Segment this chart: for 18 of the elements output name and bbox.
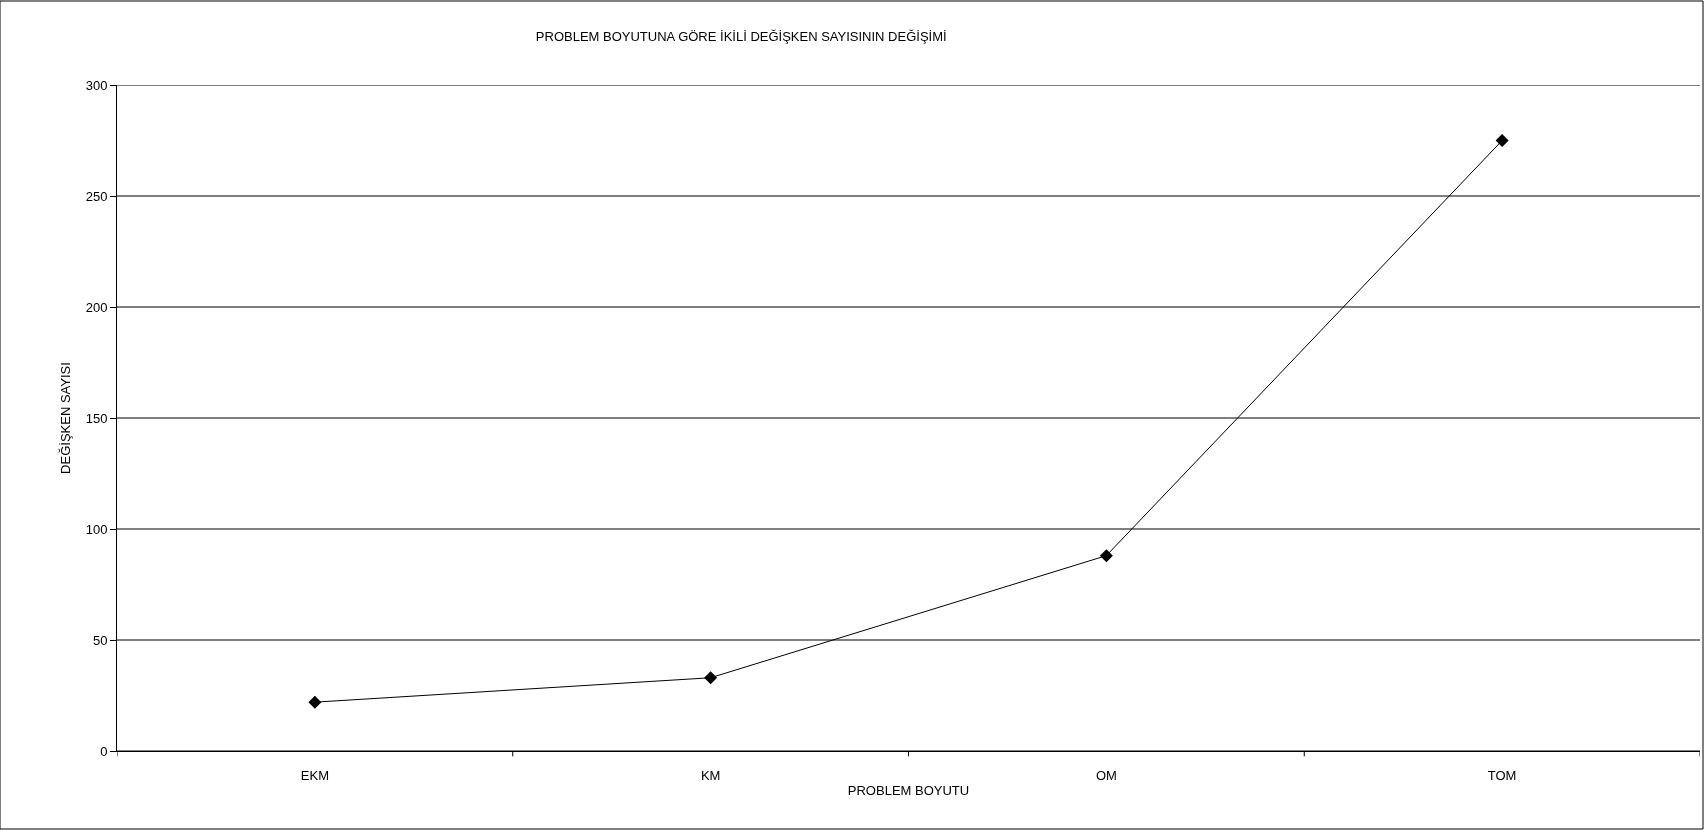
y-tick-label: 0 [100, 743, 108, 759]
point [1495, 134, 1509, 147]
x-tick-label: EKM [300, 767, 329, 783]
x-axis-title: PROBLEM BOYUTU [847, 783, 970, 799]
y-tick-label: 50 [92, 632, 108, 648]
x-tick-label: KM [700, 767, 721, 783]
y-tick-label: 150 [85, 410, 108, 426]
y-tick-label: 300 [85, 77, 108, 93]
point [704, 671, 718, 685]
y-tick-label: 250 [85, 188, 108, 204]
point [1099, 549, 1113, 563]
chart-title: PROBLEM BOYUTUNA GÖRE İKİLİ DEĞİŞKEN SAYISININ DEĞİŞİMİ [535, 28, 947, 44]
y-tick-label: 100 [85, 521, 108, 537]
point [308, 695, 322, 709]
x-tick-label: TOM [1487, 767, 1517, 783]
x-tick-label: OM [1095, 767, 1117, 783]
y-tick-label: 200 [85, 299, 108, 315]
y-axis-title: DEĞİŞKEN SAYISI [57, 362, 73, 474]
